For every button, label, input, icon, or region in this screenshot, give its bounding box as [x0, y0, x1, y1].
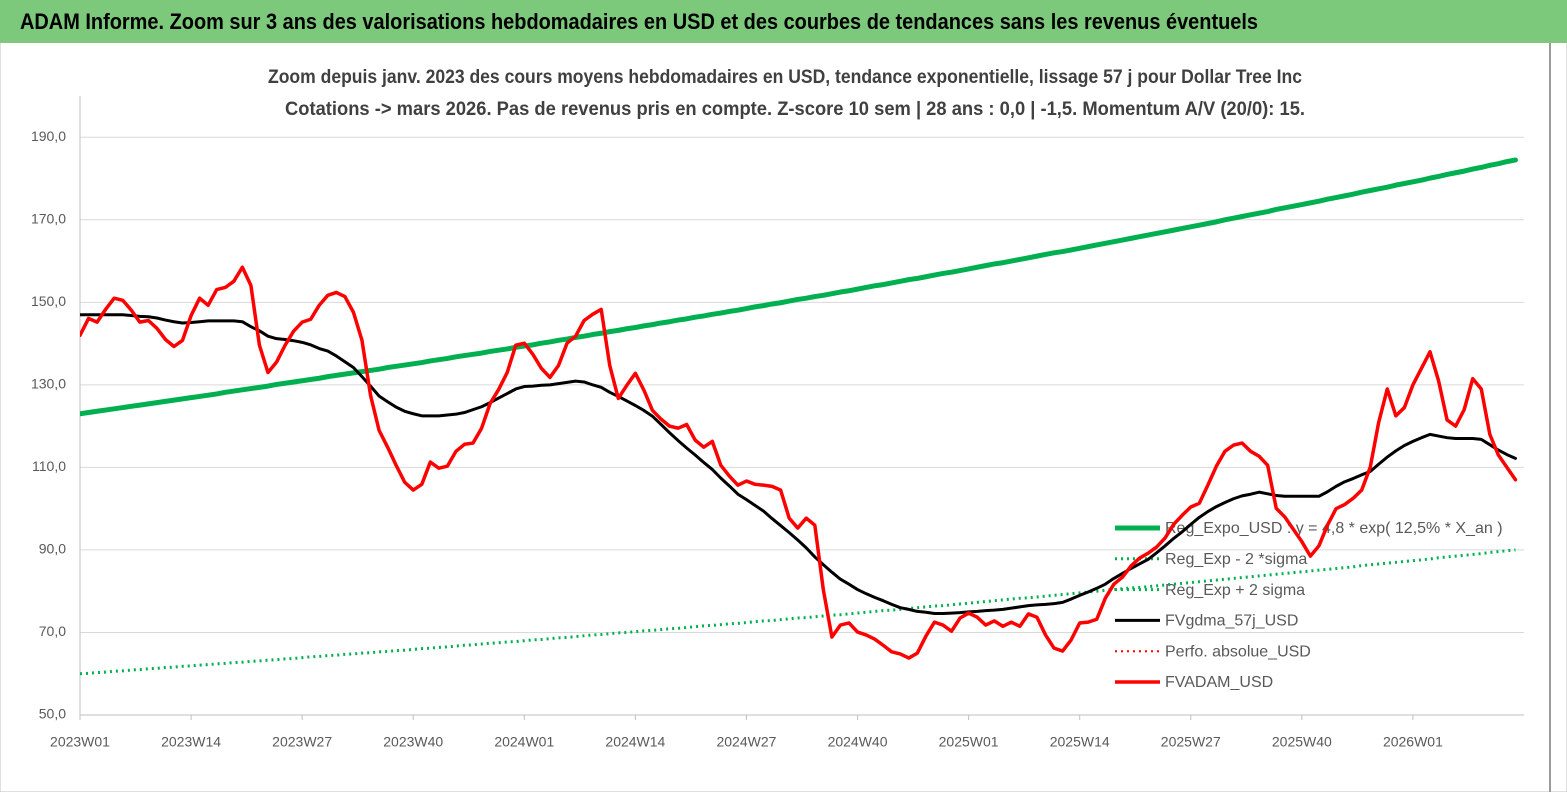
y-tick-label: 90,0 — [39, 541, 66, 557]
x-tick-label: 2024W27 — [716, 734, 776, 750]
y-tick-label: 70,0 — [39, 623, 66, 639]
x-tick-label: 2023W01 — [50, 734, 110, 750]
series-line — [80, 313, 1517, 615]
y-tick-label: 110,0 — [32, 458, 66, 474]
subtitle-block: Zoom depuis janv. 2023 des cours moyens … — [258, 62, 1305, 126]
x-tick-label: 2024W01 — [494, 734, 554, 750]
x-tick-label: 2026W01 — [1383, 734, 1443, 750]
legend-label: Reg_Exp + 2 sigma — [1165, 582, 1305, 599]
series-line — [80, 265, 1518, 660]
x-tick-label: 2025W14 — [1050, 734, 1110, 750]
x-tick-label: 2023W14 — [161, 734, 221, 750]
x-tick-label: 2024W14 — [605, 734, 665, 750]
x-tick-label: 2025W40 — [1272, 734, 1332, 750]
legend-label: Reg_Exp - 2 *sigma — [1165, 551, 1307, 568]
series — [80, 157, 1518, 676]
y-tick-label: 150,0 — [31, 293, 66, 309]
x-tick-label: 2023W40 — [383, 734, 443, 750]
y-tick-label: 50,0 — [39, 706, 66, 722]
legend-label: Perfo. absolue_USD — [1165, 643, 1311, 660]
grid: 50,0 70,0 90,0 110,0 130,0 150,0 170,0 190,0 202… — [31, 96, 1524, 750]
x-tick-label: 2024W40 — [828, 734, 888, 750]
subtitle: Cotations -> mars 2026. Pas de revenus p… — [285, 99, 1305, 120]
title-banner — [0, 0, 1567, 43]
legend-label: Reg_Expo_USD : y = 4,8 * exp( 12,5% * X_… — [1165, 520, 1503, 537]
legend: Reg_Expo_USD : y = 4,8 * exp( 12,5% * X_… — [1115, 520, 1503, 691]
subtitle: Zoom depuis janv. 2023 des cours moyens … — [268, 67, 1302, 88]
y-tick-label: 170,0 — [31, 211, 66, 227]
chart-title: ADAM Informe. Zoom sur 3 ans des valoris… — [20, 9, 1258, 34]
y-tick-label: 130,0 — [31, 376, 66, 392]
legend-label: FVgdma_57j_USD — [1165, 613, 1298, 630]
series-line — [80, 157, 1518, 417]
x-tick-label: 2023W27 — [272, 734, 332, 750]
x-tick-label: 2025W01 — [939, 734, 999, 750]
subtitle-background — [258, 62, 1300, 126]
legend-label: FVADAM_USD — [1165, 674, 1273, 691]
y-tick-label: 190,0 — [31, 128, 66, 144]
series-line — [80, 548, 1516, 676]
x-tick-label: 2025W27 — [1161, 734, 1221, 750]
